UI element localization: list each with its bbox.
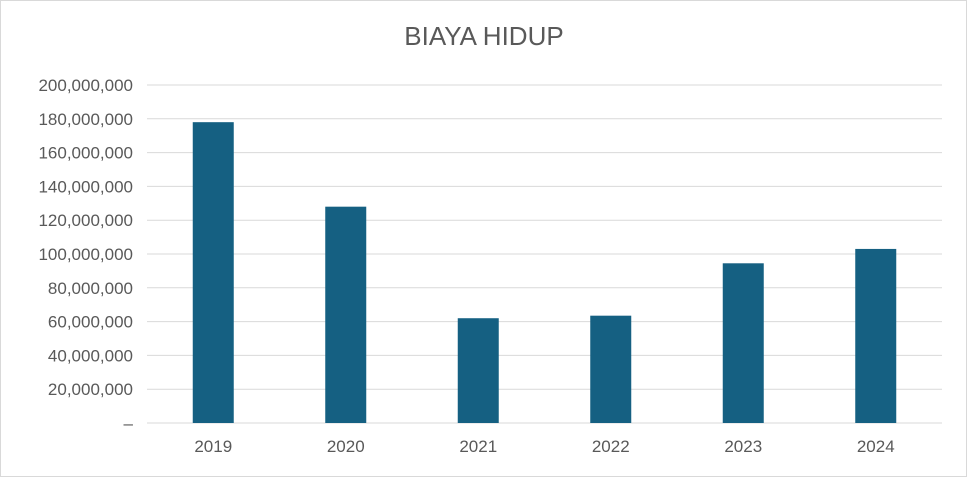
x-tick-label: 2019 (194, 437, 232, 456)
x-axis-ticks: 2019 2020 2021 2022 2023 2024 (194, 437, 894, 456)
y-tick-label: 40,000,000 (48, 346, 133, 365)
y-tick-label: 160,000,000 (38, 144, 133, 163)
bar-2021 (457, 318, 499, 423)
chart-title: BIAYA HIDUP (404, 21, 563, 51)
bar-2022 (590, 315, 632, 423)
x-tick-label: 2021 (459, 437, 497, 456)
bar-2024 (855, 248, 897, 423)
bar-2020 (325, 206, 367, 423)
y-tick-label: 100,000,000 (38, 245, 133, 264)
y-tick-label: 80,000,000 (48, 279, 133, 298)
bar-2023 (722, 263, 764, 423)
y-tick-label: 140,000,000 (38, 177, 133, 196)
y-tick-label: 20,000,000 (48, 380, 133, 399)
bar-2019 (192, 122, 234, 424)
y-tick-label: 180,000,000 (38, 110, 133, 129)
bars (192, 122, 897, 424)
y-tick-label: 200,000,000 (38, 76, 133, 95)
gridlines (147, 84, 942, 424)
y-axis-ticks: – 20,000,000 40,000,000 60,000,000 80,000,00… (38, 76, 133, 433)
x-tick-label: 2022 (592, 437, 630, 456)
y-tick-label: 60,000,000 (48, 313, 133, 332)
y-tick-label: – (124, 414, 134, 433)
x-tick-label: 2020 (327, 437, 365, 456)
x-tick-label: 2024 (857, 437, 895, 456)
x-tick-label: 2023 (724, 437, 762, 456)
y-tick-label: 120,000,000 (38, 211, 133, 230)
